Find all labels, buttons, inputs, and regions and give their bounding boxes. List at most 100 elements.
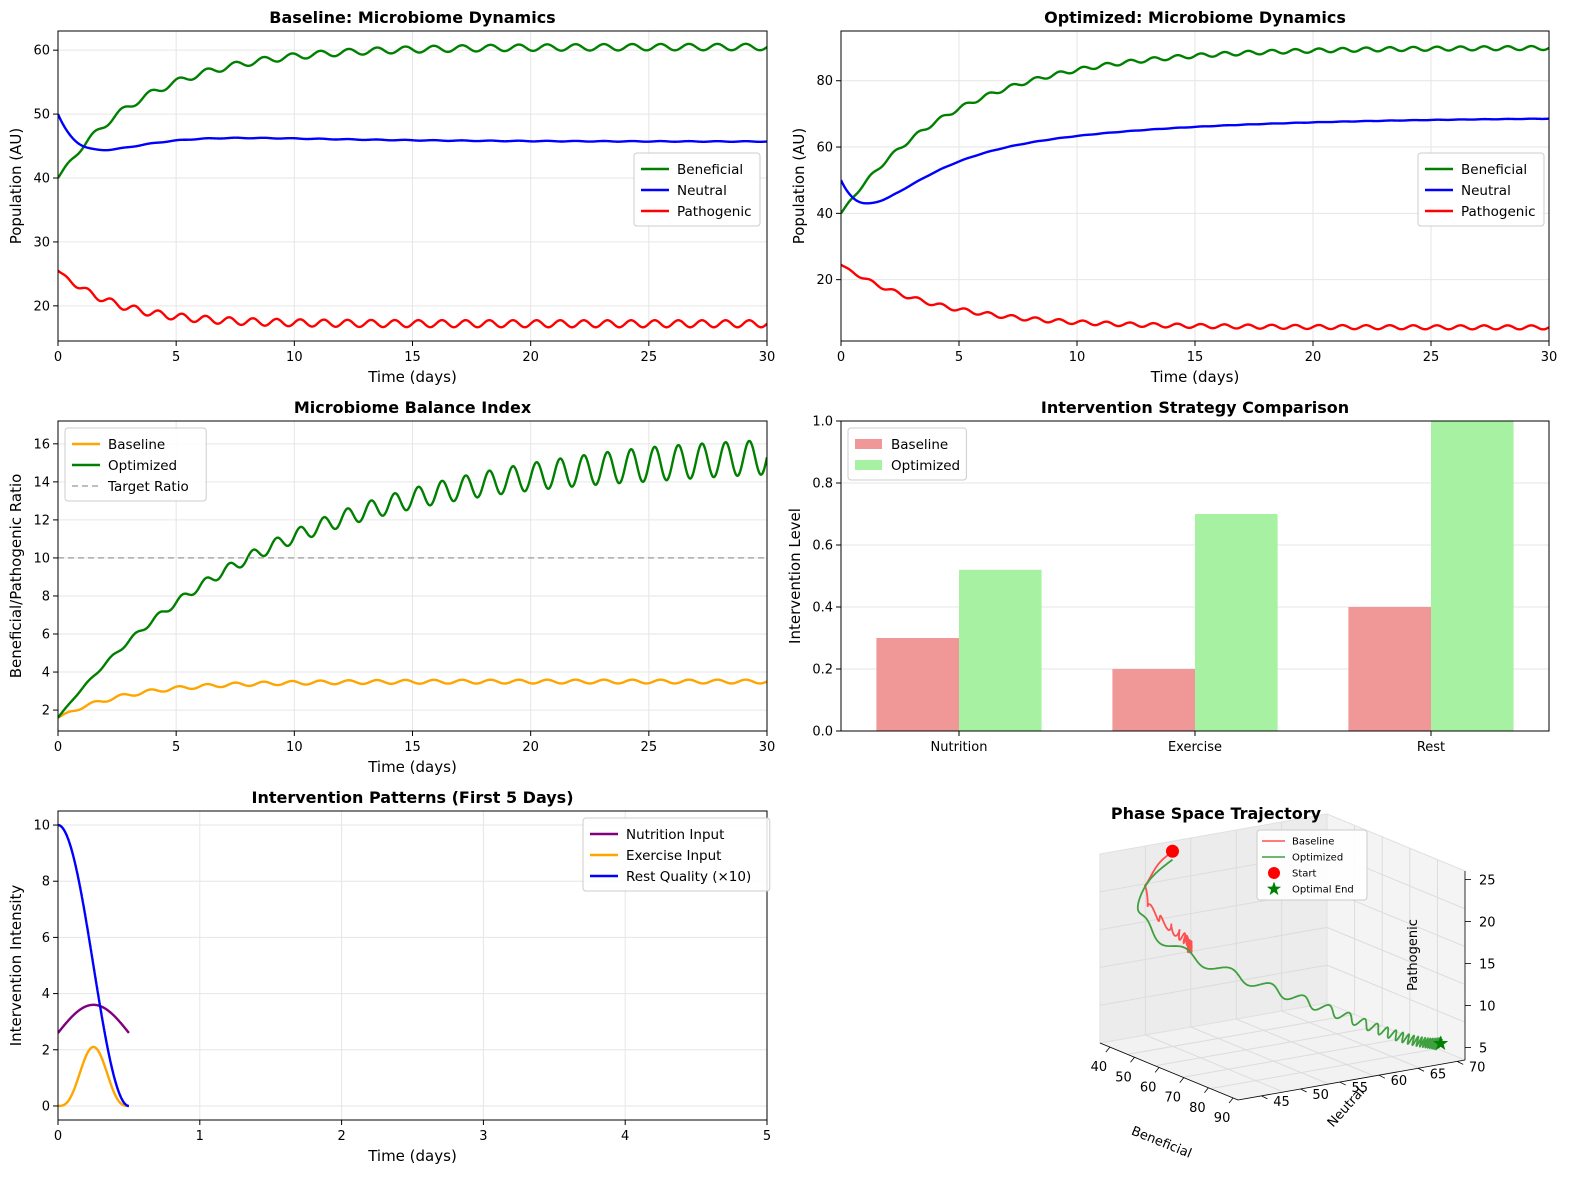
ytick-label-2: 40 [33, 172, 50, 187]
xtick3d-mark-4 [1204, 1087, 1209, 1094]
chart-p3: 0 5 10 15 20 25 30 2 4 6 8 10 12 14 16 Microbiome Balan… [7, 398, 775, 776]
ytick-label-0: 2 [42, 704, 50, 719]
chart-p1: 0 5 10 15 20 25 30 20 30 40 50 60 Baseline: Microbio… [7, 8, 775, 386]
legend-label-2: Pathogenic [1461, 204, 1536, 220]
xtick-label-6: 30 [759, 740, 776, 755]
ytick-label-2: 4 [42, 987, 50, 1002]
xtick-label-1: 5 [172, 350, 180, 365]
ztick3d-label-2: 15 [1479, 957, 1496, 972]
legend: Baseline Optimized Start Optimal End [1256, 829, 1368, 901]
xtick-label-3: 15 [404, 740, 421, 755]
xtick3d-label-0: 40 [1091, 1060, 1108, 1075]
ytick-label-1: 4 [42, 666, 50, 681]
legend: Nutrition Input Exercise Input Rest Qualit… [582, 817, 771, 892]
legend-label-0: Beneficial [677, 162, 743, 178]
ytick3d-mark-4 [1417, 1067, 1425, 1072]
chart-title: Intervention Strategy Comparison [1041, 398, 1349, 417]
ytick3d-label-2: 55 [1351, 1081, 1368, 1096]
legend-label-2: Pathogenic [677, 204, 752, 220]
xtick-label-3: 15 [1187, 350, 1204, 365]
ytick-label-3: 80 [816, 74, 833, 89]
series-baseline [58, 678, 767, 719]
ytick-label-5: 10 [33, 819, 50, 834]
xtick-label-0: 0 [54, 350, 62, 365]
ytick-label-1: 2 [42, 1043, 50, 1058]
ytick-label-6: 14 [33, 475, 50, 490]
bar-baseline-0 [876, 638, 959, 731]
y-axis-label: Neutral [1325, 1085, 1368, 1131]
y-axis-label: Population (AU) [7, 128, 25, 245]
xtick-label-4: 4 [621, 1129, 629, 1144]
axis-neutral [1237, 1059, 1466, 1101]
xtick-label-2: 10 [286, 740, 303, 755]
xtick3d-label-3: 70 [1165, 1091, 1182, 1106]
xtick-label-5: 5 [763, 1129, 771, 1144]
chart-title: Intervention Patterns (First 5 Days) [251, 788, 573, 807]
ytick-label-4: 10 [33, 551, 50, 566]
ytick-label-2: 0.4 [812, 601, 833, 616]
legend-label-1: Neutral [1461, 183, 1511, 199]
ytick3d-label-5: 70 [1469, 1060, 1486, 1075]
xtick3d-label-4: 80 [1189, 1101, 1206, 1116]
ytick3d-label-0: 45 [1273, 1095, 1290, 1110]
grid3d-y-2 [1190, 838, 1329, 1085]
xtick-label-2: 10 [1069, 350, 1086, 365]
legend-label-1: Exercise Input [626, 848, 721, 864]
legend-label-3: Optimal End [1292, 885, 1354, 896]
ytick-label-1: 40 [816, 207, 833, 222]
bar-optimized-0 [959, 569, 1042, 731]
x-axis-label: Time (days) [367, 368, 457, 386]
ztick3d-label-3: 20 [1479, 915, 1496, 930]
ytick3d-label-4: 65 [1430, 1067, 1447, 1082]
legend-label-0: Beneficial [1461, 162, 1527, 178]
chart-p5: 0 1 2 3 4 5 0 2 4 6 8 10 Intervention Patterns (Firs… [7, 788, 771, 1165]
legend-swatch-0 [855, 439, 882, 449]
xtick-label-0: 0 [54, 1129, 62, 1144]
ytick-label-0: 0 [42, 1099, 50, 1114]
ytick3d-mark-3 [1378, 1074, 1386, 1079]
legend: Beneficial Neutral Pathogenic [1417, 152, 1545, 227]
ytick-label-1: 0.2 [812, 663, 833, 678]
xtick-label-2: 10 [286, 350, 303, 365]
legend-label-0: Baseline [1292, 837, 1334, 848]
xtick3d-label-5: 90 [1214, 1111, 1231, 1126]
ytick-label-2: 6 [42, 628, 50, 643]
ytick3d-label-1: 50 [1312, 1088, 1329, 1103]
legend-label-2: Start [1292, 869, 1317, 880]
x-axis-label: Time (days) [367, 758, 457, 776]
xtick-label-6: 30 [759, 350, 776, 365]
ytick3d-mark-5 [1456, 1061, 1464, 1065]
ytick-label-3: 0.6 [812, 539, 833, 554]
legend-box [1417, 152, 1545, 227]
x-axis-label: Beneficial [1129, 1124, 1194, 1162]
chart-p6: 40 50 60 70 80 90 45 50 55 60 65 70 5 10 15 20 25 Benefic… [1091, 804, 1496, 1162]
ytick3d-label-3: 60 [1391, 1074, 1408, 1089]
xtick-label-2: Rest [1417, 740, 1445, 755]
legend-box [582, 817, 771, 892]
grid3d-y-1 [1144, 846, 1284, 1093]
ztick3d-label-1: 10 [1479, 999, 1496, 1014]
xtick-label-1: 1 [196, 1129, 204, 1144]
ytick-label-2: 60 [816, 141, 833, 156]
xtick-label-4: 20 [522, 740, 539, 755]
xtick-label-6: 30 [1541, 350, 1558, 365]
xtick-label-5: 25 [641, 350, 658, 365]
ytick-label-3: 6 [42, 931, 50, 946]
trajectory-baseline [1143, 850, 1193, 955]
xtick-label-3: 3 [479, 1129, 487, 1144]
ytick-label-0: 0.0 [812, 725, 833, 740]
xtick-label-4: 20 [522, 350, 539, 365]
ztick3d-label-0: 5 [1479, 1041, 1487, 1056]
series-beneficial [841, 44, 1549, 215]
grid3d-x-2 [1155, 836, 1383, 1067]
xtick-label-0: Nutrition [931, 740, 988, 755]
legend-swatch-2 [1268, 867, 1280, 879]
chart-p2: 0 5 10 15 20 25 30 20 40 60 80 Optimized: Microbiom… [790, 8, 1557, 386]
legend-label-2: Target Ratio [107, 479, 189, 495]
xtick-label-5: 25 [641, 740, 658, 755]
ytick-label-0: 20 [816, 273, 833, 288]
xtick-label-2: 2 [337, 1129, 345, 1144]
ytick-label-1: 30 [33, 235, 50, 250]
xtick-label-0: 0 [837, 350, 845, 365]
